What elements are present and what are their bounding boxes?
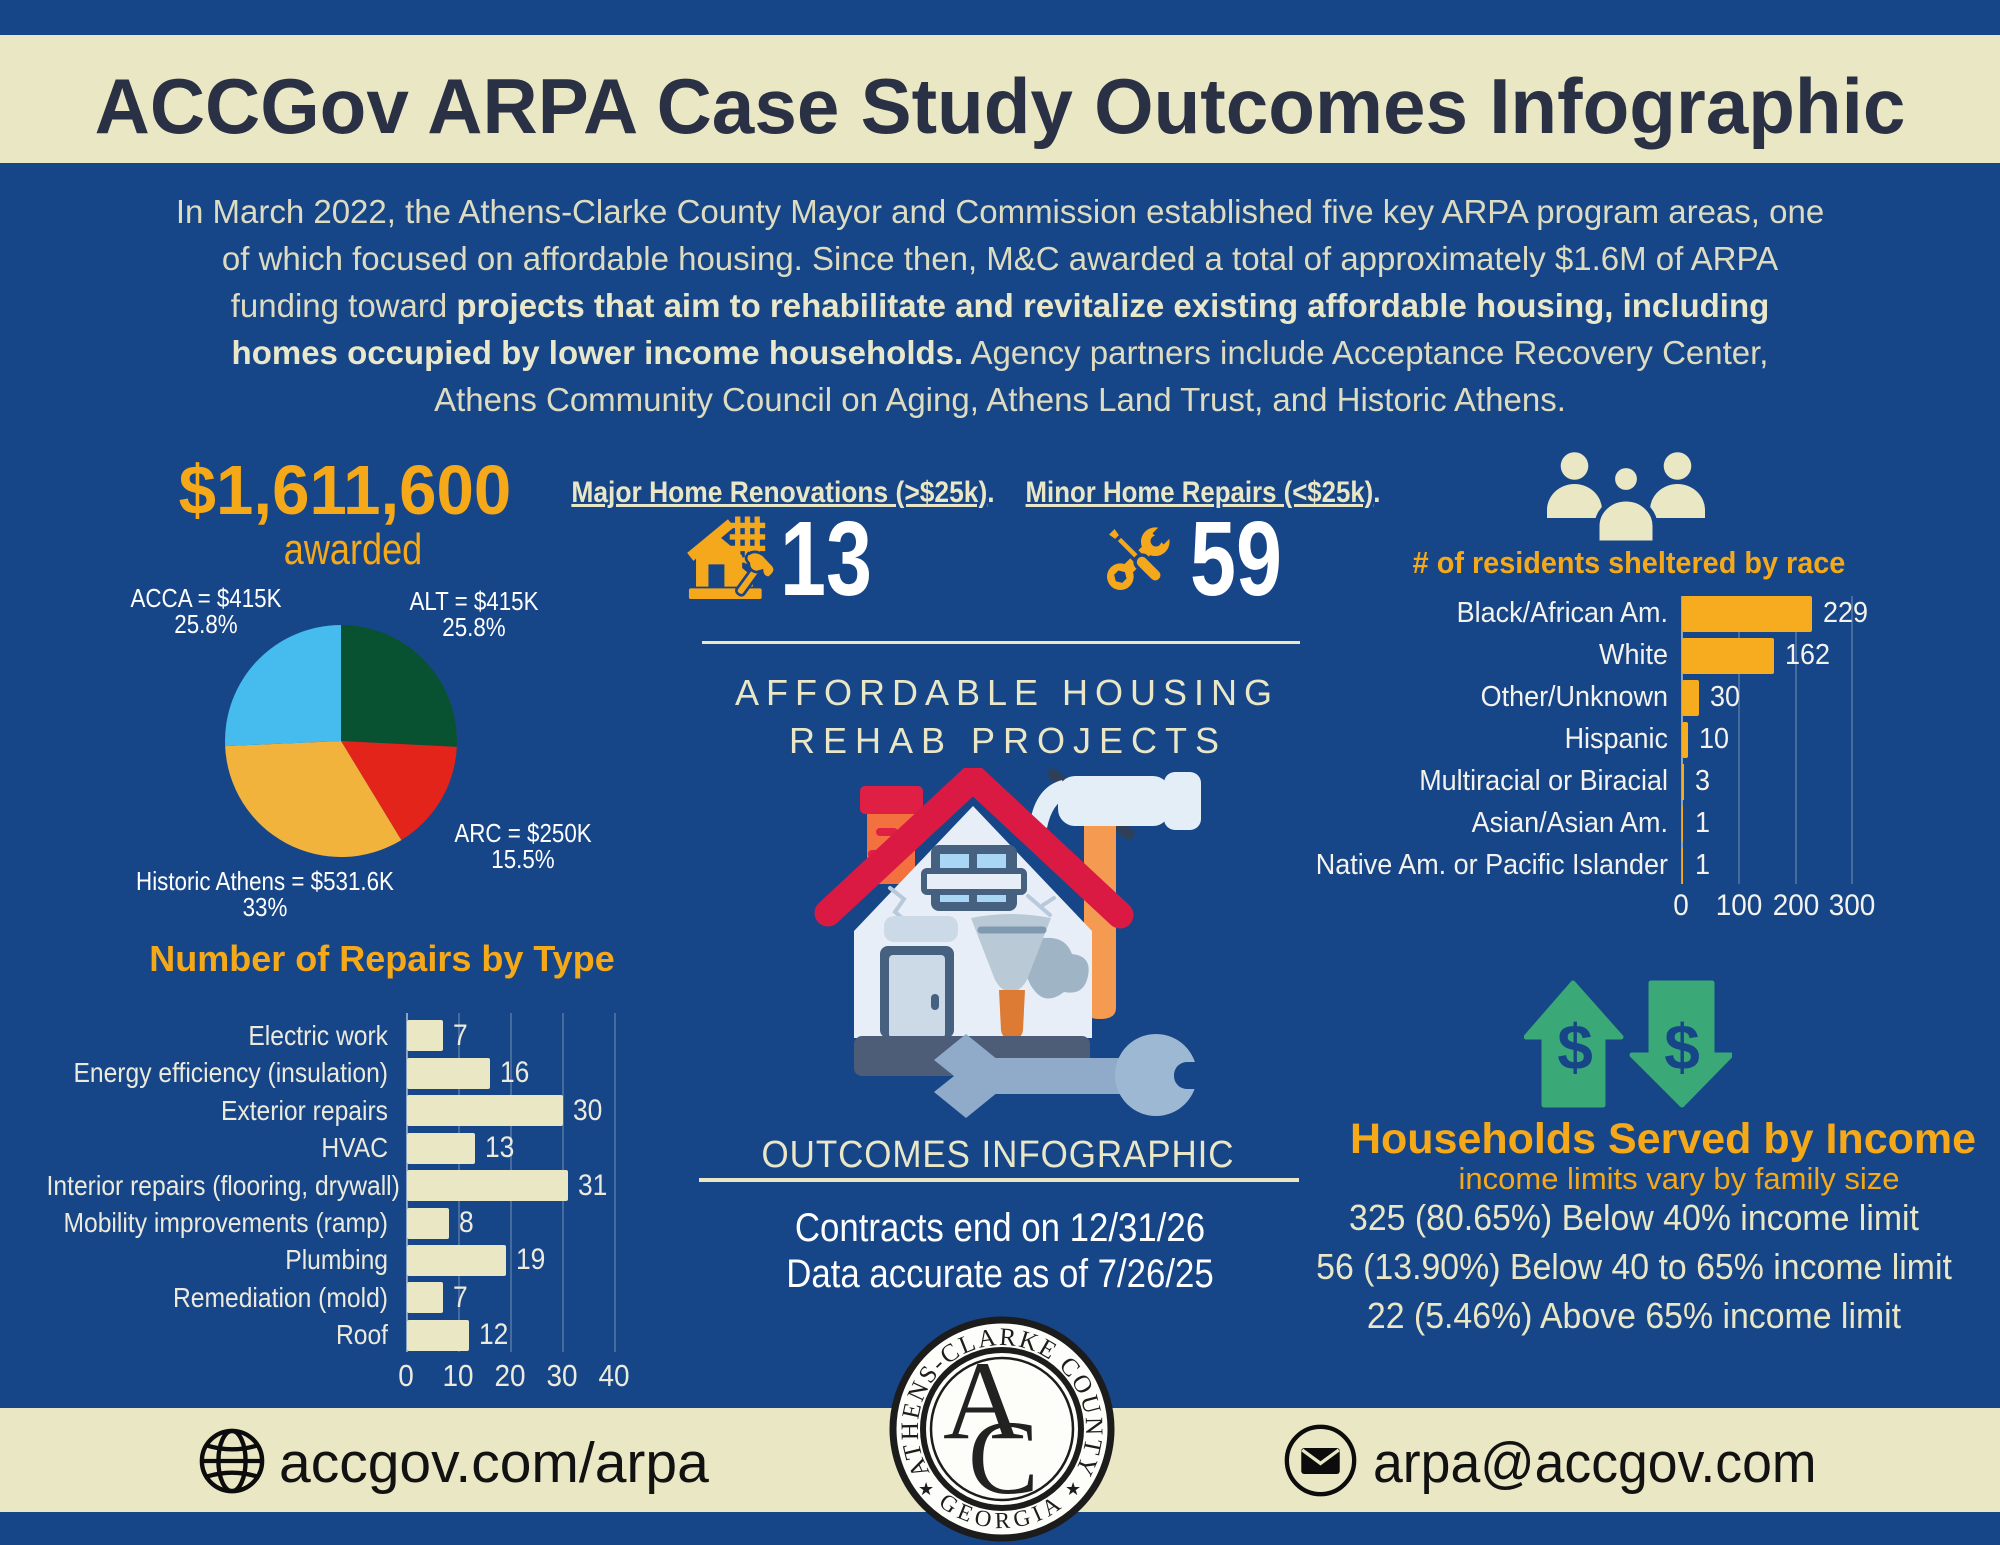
svg-text:★: ★ <box>1065 1479 1081 1499</box>
svg-text:$: $ <box>1664 1011 1700 1083</box>
svg-text:A: A <box>943 1339 1024 1463</box>
svg-text:$: $ <box>1557 1011 1593 1083</box>
svg-text:★: ★ <box>918 1479 934 1499</box>
svg-text:C: C <box>968 1399 1039 1516</box>
